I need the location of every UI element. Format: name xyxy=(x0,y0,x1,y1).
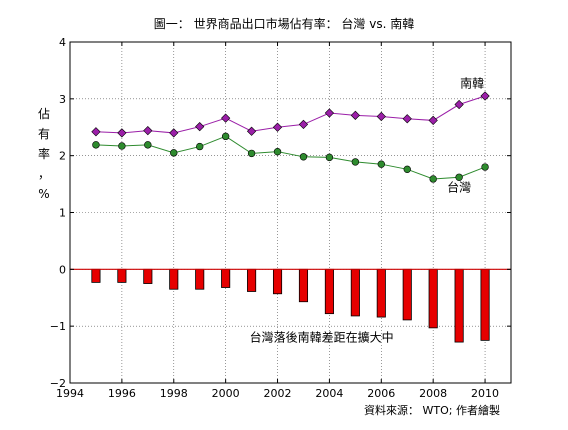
data-point xyxy=(376,111,386,122)
data-point xyxy=(170,149,178,157)
data-point xyxy=(481,163,489,171)
bar xyxy=(402,268,412,321)
annotation-label: 台灣落後南韓差距在擴大中 xyxy=(250,330,394,345)
y-tick-label: 4 xyxy=(59,36,66,49)
data-point xyxy=(221,132,230,141)
data-point xyxy=(350,110,360,120)
bar xyxy=(195,268,205,290)
data-point xyxy=(92,141,100,149)
series-line xyxy=(95,135,486,180)
y-tick-label: −2 xyxy=(50,377,66,390)
data-point xyxy=(118,142,126,150)
annotation-label: 南韓 xyxy=(460,75,484,90)
x-tick-label: 1996 xyxy=(108,387,136,400)
data-point xyxy=(428,115,438,126)
data-point xyxy=(117,128,127,138)
data-point xyxy=(298,119,309,130)
bar xyxy=(143,268,153,284)
data-point xyxy=(195,122,205,132)
y-tick-label: 0 xyxy=(59,263,66,276)
x-tick-label: 1994 xyxy=(56,387,84,400)
y-axis-label: 佔有率 ，% xyxy=(38,107,50,201)
chart-title: 圖一： 世界商品出口市場佔有率： 台灣 vs. 南韓 xyxy=(154,16,414,31)
data-point xyxy=(429,175,437,183)
data-point xyxy=(403,165,411,174)
data-point xyxy=(351,158,360,166)
y-axis-label-char: % xyxy=(38,187,49,201)
bar xyxy=(454,268,464,343)
data-point xyxy=(377,160,385,168)
data-point xyxy=(480,91,490,101)
data-point xyxy=(455,173,463,181)
x-tick-label: 1998 xyxy=(160,387,188,400)
x-tick-label: 2004 xyxy=(315,387,343,400)
series-line xyxy=(95,95,486,134)
y-tick-label: 3 xyxy=(59,93,66,106)
axes: 1994 1996 1998 2000 2002 2004 2006 2008 2010 −2 −1… xyxy=(50,36,512,400)
y-axis-label-char: 率 xyxy=(38,146,50,161)
bar xyxy=(169,268,179,290)
line-series xyxy=(91,91,490,183)
data-point xyxy=(325,153,334,162)
bar xyxy=(91,268,101,283)
x-tick-label: 2008 xyxy=(419,387,447,400)
y-tick-label: 1 xyxy=(59,207,66,220)
y-axis-label-char: 有 xyxy=(38,127,50,141)
y-axis-label-char: 佔 xyxy=(38,107,50,121)
x-tick-label: 2006 xyxy=(367,387,395,400)
source-note: 資料來源： WTO; 作者繪製 xyxy=(364,403,500,417)
bar xyxy=(272,268,283,295)
data-point xyxy=(324,108,335,118)
y-tick-label: 2 xyxy=(59,150,66,163)
x-tick-label: 2010 xyxy=(471,387,499,400)
data-point xyxy=(196,142,204,151)
x-tick-label: 2002 xyxy=(264,387,292,400)
data-point xyxy=(143,126,153,136)
bar xyxy=(221,268,231,288)
bar xyxy=(428,268,438,329)
y-axis-label-char: ， xyxy=(38,167,50,181)
data-point xyxy=(272,122,283,132)
data-point xyxy=(144,141,152,149)
data-point xyxy=(454,99,464,110)
data-point xyxy=(273,147,282,156)
data-point xyxy=(246,126,257,136)
data-point xyxy=(299,153,308,161)
bar xyxy=(350,268,360,317)
data-point xyxy=(402,114,412,124)
bar xyxy=(247,268,257,292)
bar xyxy=(376,268,386,318)
bar-series xyxy=(70,268,511,343)
data-point xyxy=(91,127,101,137)
y-tick-label: −1 xyxy=(50,320,66,333)
bar xyxy=(117,268,127,283)
bar xyxy=(480,268,490,341)
bar xyxy=(324,268,334,315)
data-point xyxy=(221,113,231,123)
x-tick-label: 2000 xyxy=(212,387,240,400)
annotation-label: 台灣 xyxy=(447,179,471,194)
data-point xyxy=(247,149,256,158)
data-point xyxy=(169,128,179,138)
bar xyxy=(298,268,309,303)
